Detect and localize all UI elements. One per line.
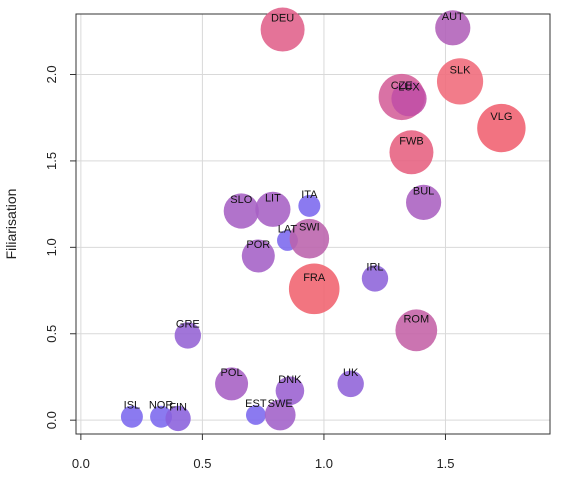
x-tick-label: 0.0 (72, 456, 90, 471)
data-point-est (245, 405, 266, 425)
point-label-est: EST (245, 398, 267, 410)
data-point-rom (395, 309, 438, 352)
y-tick-label: 2.0 (44, 65, 59, 83)
data-point-slo (223, 193, 259, 229)
point-label-fra: FRA (303, 272, 326, 284)
point-label-fin: FIN (169, 401, 187, 413)
point-label-pol: POL (221, 367, 243, 379)
point-label-isl: ISL (124, 400, 141, 412)
x-axis: 0.0 0.5 1.0 1.5 (72, 434, 455, 471)
data-point-isl (120, 405, 143, 428)
point-label-slo: SLO (230, 194, 252, 206)
x-tick-label: 1.0 (315, 456, 333, 471)
point-label-aut: AUT (442, 11, 464, 23)
data-point-swe (264, 399, 296, 431)
data-points (120, 7, 526, 432)
point-label-ita: ITA (301, 189, 318, 201)
point-label-vlg: VLG (490, 111, 512, 123)
point-label-lit: LIT (265, 192, 281, 204)
data-point-gre (174, 322, 202, 349)
data-point-uk (337, 370, 364, 398)
point-label-cze: CZE (391, 80, 413, 92)
point-label-gre: GRE (176, 318, 200, 330)
point-label-por: POR (246, 239, 270, 251)
data-point-por (241, 239, 275, 273)
y-tick-label: 0.0 (44, 411, 59, 429)
data-point-ita (298, 194, 321, 217)
data-point-bul (406, 184, 442, 220)
y-tick-label: 1.5 (44, 152, 59, 170)
data-point-lux (391, 81, 427, 117)
y-axis: 0.0 0.5 1.0 1.5 2.0 (44, 65, 76, 429)
point-label-bul: BUL (413, 185, 434, 197)
point-label-lat: LAT (278, 223, 298, 235)
point-label-dnk: DNK (278, 374, 302, 386)
point-label-uk: UK (343, 367, 359, 379)
y-tick-label: 1.0 (44, 238, 59, 256)
data-point-fin (165, 405, 191, 432)
x-tick-label: 1.5 (436, 456, 454, 471)
point-label-rom: ROM (403, 313, 429, 325)
x-tick-label: 0.5 (193, 456, 211, 471)
point-label-slk: SLK (450, 64, 471, 76)
point-label-deu: DEU (271, 13, 294, 25)
point-label-nor: NOR (149, 400, 174, 412)
point-label-irl: IRL (366, 261, 383, 273)
data-point-lit (255, 191, 291, 227)
data-point-fra (288, 263, 340, 315)
data-point-slk (436, 58, 484, 105)
data-point-dnk (275, 376, 305, 406)
data-point-aut (435, 10, 471, 46)
point-label-fwb: FWB (399, 135, 423, 147)
point-label-swe: SWE (268, 398, 293, 410)
data-point-pol (215, 367, 249, 401)
data-point-deu (260, 7, 305, 52)
plot-area-frame (75, 13, 551, 435)
point-label-swi: SWI (299, 222, 320, 234)
data-point-swi (289, 218, 330, 259)
point-label-lux: LUX (398, 82, 420, 94)
data-point-fwb (389, 130, 434, 175)
y-tick-label: 0.5 (44, 325, 59, 343)
y-axis-title: Filiarisation (3, 189, 19, 260)
data-point-irl (361, 265, 389, 292)
data-point-vlg (477, 103, 526, 153)
